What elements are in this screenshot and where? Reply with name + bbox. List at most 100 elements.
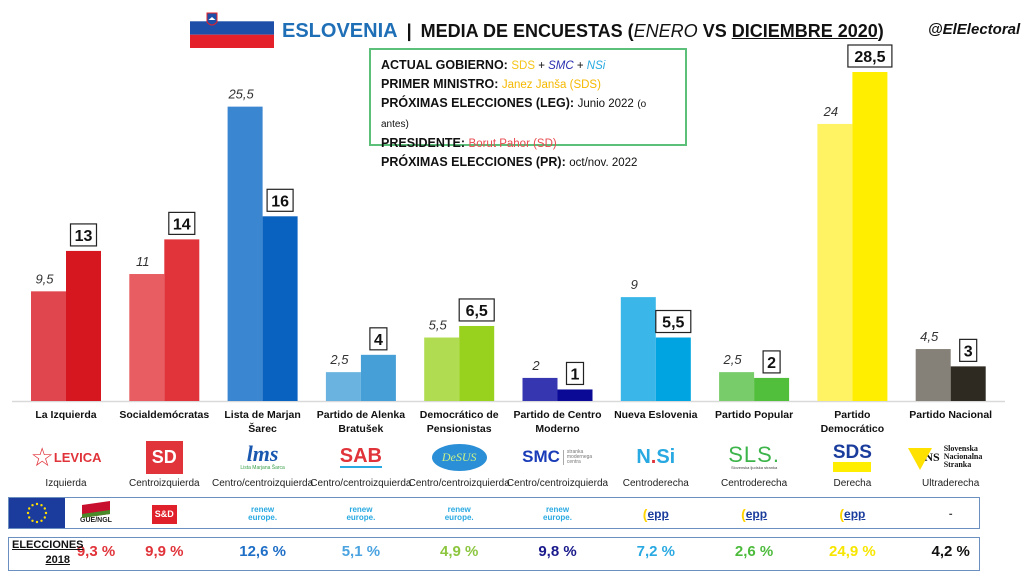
result-2018-3: 5,1 %	[341, 543, 381, 560]
eu-group-text: epp	[647, 506, 669, 521]
title-enero: ENERO	[633, 21, 698, 41]
bar-diciembre-0	[66, 250, 101, 401]
party-name-2: Lista de Marjan Šarec	[224, 409, 301, 435]
party-ideology-4: Centro/centroizquierda	[408, 478, 510, 489]
elections-2018-row	[8, 537, 980, 571]
bar-diciembre-3	[360, 354, 396, 401]
bar-enero-3	[325, 372, 361, 401]
logo-text: SDS	[832, 441, 872, 463]
slovenia-flag-icon	[190, 8, 274, 48]
bar-diciembre-5	[557, 389, 593, 401]
pres-label: PRESIDENTE:	[381, 136, 466, 150]
result-2018-2: 12,6 %	[239, 543, 286, 560]
label-box-diciembre-0	[69, 223, 98, 247]
bar-enero-6	[620, 297, 656, 401]
label-diciembre-4: 6,5	[466, 303, 488, 320]
eu-group-8: (epp	[802, 505, 902, 523]
party-name-3: Partido de Alenka Bratušek	[316, 409, 406, 435]
title-diciembre: DICIEMBRE 2020	[731, 21, 878, 41]
label-enero-8: 24	[823, 104, 838, 119]
result-2018-0: 9,3 %	[76, 543, 116, 560]
logo-text: SMC	[522, 447, 560, 466]
eu-group-1: S&D	[114, 504, 214, 524]
party-ideology-8: Derecha	[833, 478, 872, 489]
bar-enero-2	[227, 106, 263, 401]
author-handle: @ElElectoral	[928, 21, 1021, 38]
bar-chart: 9,5 13 11 14 25,5 16 2,5 4 5,5 6,5 2 1 9 5,5 2,5 2 24 28,…	[12, 44, 1005, 403]
triangle-icon	[907, 448, 932, 470]
result-2018-9: 4,2 %	[931, 543, 970, 560]
eu-group-7: (epp	[704, 505, 804, 523]
eu-group-text: renew europe.	[543, 505, 572, 522]
info-next-pr-elections: PRÓXIMAS ELECCIONES (PR): oct/nov. 2022	[381, 153, 675, 172]
eu-group-text: renew europe.	[248, 505, 278, 522]
info-box: ACTUAL GOBIERNO: SDS + SMC + NSi PRIMER …	[369, 48, 687, 169]
label-enero-1: 11	[136, 254, 150, 269]
eu-star	[28, 516, 31, 519]
party-name-1: Socialdemócratas	[119, 409, 210, 421]
result-2018-6: 7,2 %	[636, 543, 675, 560]
info-next-leg-elections: PRÓXIMAS ELECCIONES (LEG): Junio 2022 (o…	[381, 94, 675, 134]
party-logo-8: SDS	[802, 440, 902, 474]
label-enero-5: 2	[531, 358, 540, 373]
title-separator: |	[406, 21, 412, 41]
bar-diciembre-4	[459, 325, 495, 401]
logo-text: LEVICA	[53, 449, 102, 465]
bar-diciembre-1	[164, 239, 200, 401]
leg-label: PRÓXIMAS ELECCIONES (LEG):	[381, 96, 575, 110]
label-box-diciembre-2	[266, 188, 294, 212]
party-ideology-7: Centroderecha	[721, 478, 788, 489]
party-name-4: Democrático de Pensionistas	[419, 409, 499, 435]
logo-sub: Slovenska Nacionalna Stranka	[943, 444, 983, 469]
gov-label: ACTUAL GOBIERNO:	[381, 58, 508, 72]
eu-star	[40, 504, 43, 507]
result-2018-4: 4,9 %	[440, 543, 479, 560]
title-vs: VS	[697, 21, 732, 41]
label-diciembre-0: 13	[75, 228, 93, 245]
bar-diciembre-8	[852, 72, 888, 401]
party-ideology-0: Izquierda	[45, 478, 87, 489]
eu-flag-icon	[9, 498, 65, 528]
party-ideology-9: Ultraderecha	[922, 478, 980, 489]
pr-value: oct/nov. 2022	[569, 157, 638, 169]
label-enero-0: 9,5	[35, 271, 54, 286]
star-icon: ☆	[30, 442, 54, 472]
label-enero-3: 2,5	[329, 352, 349, 367]
pr-label: PRÓXIMAS ELECCIONES (PR):	[381, 155, 566, 169]
label-box-diciembre-1	[168, 211, 196, 235]
label-enero-4: 5,5	[429, 318, 448, 333]
epp-heart-icon: (	[741, 505, 746, 522]
gov-parties: SDS + SMC + NSi	[511, 60, 605, 72]
eu-group-2: renew europe.	[213, 505, 313, 523]
logo-text: SLS.	[728, 441, 780, 467]
bar-enero-7	[719, 372, 755, 401]
gov-party-0: SDS	[511, 60, 535, 72]
eu-group-text: GUE/NGL	[80, 517, 112, 524]
title-close: )	[877, 21, 884, 41]
party-name-0: La Izquierda	[35, 409, 97, 421]
leg-note: (o antes)	[381, 99, 647, 130]
eu-star	[35, 520, 39, 524]
pm-value: Janez Janša (SDS)	[501, 79, 601, 91]
party-logo-2: lms Lista Marjana Šarca	[213, 440, 313, 474]
label-diciembre-3: 4	[374, 332, 383, 349]
label-diciembre-6: 5,5	[662, 315, 684, 332]
bar-enero-5	[522, 377, 558, 401]
info-president: PRESIDENTE: Borut Pahor (SD)	[381, 134, 675, 153]
result-2018-1: 9,9 %	[145, 543, 184, 560]
eu-star	[31, 519, 34, 522]
party-ideology-2: Centro/centroizquierda	[212, 478, 314, 489]
logo-lms: lms Lista Marjana Šarca	[240, 443, 284, 472]
party-name-5: Partido de Centro Moderno	[513, 409, 602, 435]
eu-group-text: S&D	[151, 504, 177, 524]
logo-sub: Slovenska ljudska stranka	[730, 464, 778, 470]
bar-enero-8	[817, 123, 853, 402]
label-diciembre-9: 3	[964, 343, 973, 360]
eu-star	[26, 511, 30, 515]
logo-text: SAB	[339, 445, 382, 468]
party-ideology-6: Centroderecha	[622, 478, 689, 489]
eu-group-text: epp	[844, 506, 866, 521]
gov-party-1: +	[535, 60, 549, 72]
label-diciembre-2: 16	[271, 193, 289, 210]
eu-group-text: -	[948, 507, 953, 520]
